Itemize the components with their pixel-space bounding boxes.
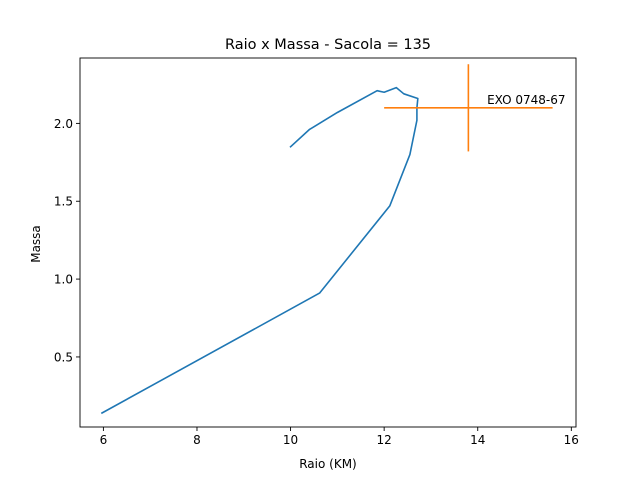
axes-frame	[79, 57, 577, 428]
y-axis-ticks: 0.5 1.0 1.5 2.0	[54, 117, 80, 364]
x-tick-label-4: 14	[470, 433, 485, 447]
series-line-0	[100, 86, 419, 415]
x-tick-label-2: 10	[283, 433, 298, 447]
y-tick-label-3: 2.0	[54, 117, 73, 131]
x-tick-label-0: 6	[100, 433, 108, 447]
plot-area: EXO 0748-67	[79, 57, 577, 428]
x-tick-label-1: 8	[193, 433, 201, 447]
x-axis-label: Raio (KM)	[299, 457, 357, 471]
x-tick-label-3: 12	[377, 433, 392, 447]
x-axis-ticks: 6 8 10 12 14 16	[100, 427, 579, 447]
y-axis-label: Massa	[29, 225, 43, 263]
y-tick-label-2: 1.5	[54, 195, 73, 209]
x-tick-label-5: 16	[564, 433, 579, 447]
y-tick-label-0: 0.5	[54, 350, 73, 364]
chart-title: Raio x Massa - Sacola = 135	[225, 37, 431, 53]
errorbar-annotation-0: EXO 0748-67	[487, 93, 565, 107]
y-tick-label-1: 1.0	[54, 273, 73, 287]
